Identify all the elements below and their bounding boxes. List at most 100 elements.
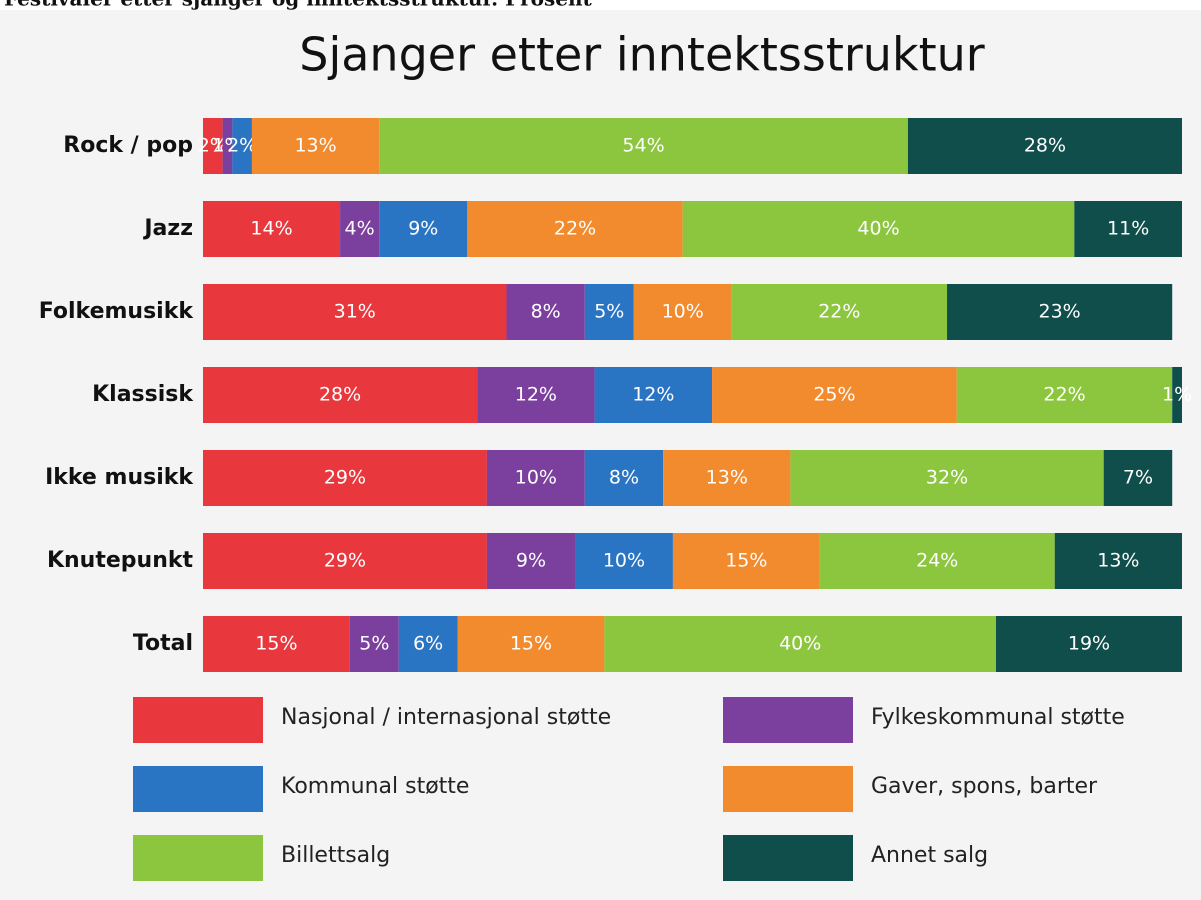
bar-segment <box>731 284 948 340</box>
bar-segment <box>712 367 957 423</box>
bar-segment <box>203 450 487 506</box>
value-label: 11% <box>1107 218 1149 240</box>
bar-segment <box>907 118 1182 174</box>
legend-swatch <box>133 766 263 812</box>
value-label: 9% <box>408 218 438 240</box>
value-label: 13% <box>1097 550 1139 572</box>
value-label: 54% <box>622 135 664 157</box>
category-label: Jazz <box>142 216 193 241</box>
value-label: 32% <box>926 467 968 489</box>
bar-segment <box>203 367 478 423</box>
bar-segment <box>379 201 468 257</box>
value-label: 28% <box>319 384 361 406</box>
bar-segment <box>379 118 908 174</box>
bar-segment <box>340 201 380 257</box>
legend-swatch <box>723 835 853 881</box>
category-label: Ikke musikk <box>45 465 194 490</box>
category-label: Total <box>133 631 193 656</box>
value-label: 5% <box>359 633 389 655</box>
bar-segment <box>633 284 732 340</box>
bar-segment <box>467 201 683 257</box>
bar-segment <box>486 533 576 589</box>
bar-segment <box>203 118 223 174</box>
value-label: 1% <box>1162 384 1192 406</box>
bar-segment <box>663 450 791 506</box>
value-label: 8% <box>609 467 639 489</box>
value-label: 10% <box>662 301 704 323</box>
legend-swatch <box>133 697 263 743</box>
value-label: 13% <box>706 467 748 489</box>
value-label: 12% <box>632 384 674 406</box>
category-label: Klassisk <box>92 382 194 407</box>
value-label: 15% <box>255 633 297 655</box>
bar-segment <box>672 533 820 589</box>
bar-segment <box>222 118 233 174</box>
value-label: 10% <box>515 467 557 489</box>
bar-segment <box>398 616 458 672</box>
legend-swatch <box>133 835 263 881</box>
value-label: 5% <box>594 301 624 323</box>
bar-segment <box>203 201 341 257</box>
bar-segment <box>1172 367 1182 423</box>
value-label: 22% <box>1043 384 1085 406</box>
value-label: 29% <box>324 467 366 489</box>
value-label: 24% <box>916 550 958 572</box>
header: Festivaler etter sjanger og inntektsstru… <box>4 0 593 11</box>
bar-segment <box>584 284 634 340</box>
category-label: Rock / pop <box>63 133 193 158</box>
value-label: 25% <box>813 384 855 406</box>
value-label: 6% <box>413 633 443 655</box>
legend-label: Nasjonal / internasjonal støtte <box>281 705 611 730</box>
bar-segment <box>956 367 1173 423</box>
value-label: 2% <box>227 135 257 157</box>
legend-label: Annet salg <box>871 843 988 868</box>
bar-segment <box>604 616 996 672</box>
value-label: 29% <box>324 550 366 572</box>
bar-segment <box>1054 533 1182 589</box>
value-label: 40% <box>779 633 821 655</box>
category-label: Knutepunkt <box>47 548 194 573</box>
legend-label: Kommunal støtte <box>281 774 469 799</box>
value-label: 15% <box>725 550 767 572</box>
value-label: 15% <box>510 633 552 655</box>
value-label: 31% <box>334 301 376 323</box>
legend-label: Fylkeskommunal støtte <box>871 705 1125 730</box>
bar-segment <box>349 616 399 672</box>
bar-segment <box>506 284 585 340</box>
value-label: 8% <box>531 301 561 323</box>
value-label: 23% <box>1039 301 1081 323</box>
bar-segment <box>477 367 595 423</box>
bar-segment <box>203 616 350 672</box>
bar-segment <box>486 450 585 506</box>
bar-segment <box>203 284 507 340</box>
value-label: 28% <box>1024 135 1066 157</box>
value-label: 22% <box>818 301 860 323</box>
value-label: 22% <box>554 218 596 240</box>
bar-segment <box>575 533 673 589</box>
value-label: 9% <box>516 550 546 572</box>
value-label: 13% <box>294 135 336 157</box>
legend-swatch <box>723 697 853 743</box>
bar-segment <box>594 367 713 423</box>
value-label: 4% <box>345 218 375 240</box>
bar-segment <box>1103 450 1173 506</box>
bar-segment <box>584 450 664 506</box>
legend-label: Gaver, spons, barter <box>871 774 1098 799</box>
value-label: 40% <box>857 218 899 240</box>
chart-title: Sjanger etter inntektsstruktur <box>299 28 985 82</box>
bar-segment <box>790 450 1104 506</box>
value-label: 19% <box>1068 633 1110 655</box>
legend-swatch <box>723 766 853 812</box>
bar-segment <box>682 201 1075 257</box>
value-label: 10% <box>603 550 645 572</box>
bar-segment <box>819 533 1055 589</box>
bar-segment <box>457 616 605 672</box>
bar-segment <box>251 118 380 174</box>
legend-label: Billettsalg <box>281 843 390 868</box>
value-label: 12% <box>515 384 557 406</box>
value-label: 14% <box>250 218 292 240</box>
value-label: 7% <box>1123 467 1153 489</box>
bar-segment <box>947 284 1173 340</box>
